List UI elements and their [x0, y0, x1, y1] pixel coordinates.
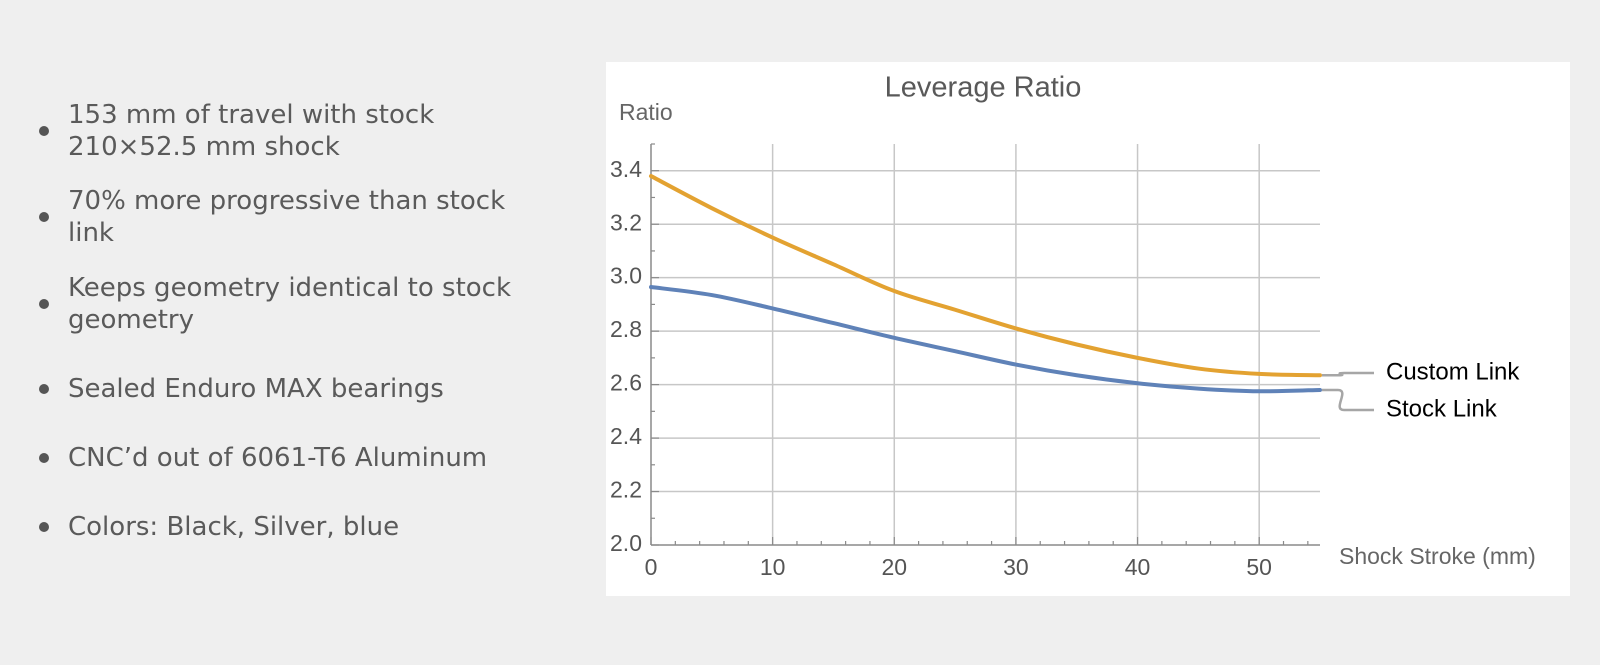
y-tick-label: 2.4 [610, 423, 642, 449]
y-tick-label: 2.2 [610, 477, 642, 503]
bullet-icon [39, 126, 49, 136]
series-layer [649, 174, 1322, 394]
leverage-ratio-chart: 0 10 20 30 40 50 2.0 2.2 2.4 2.6 2.8 3.0 3.2 3.4 Cust… [606, 62, 1570, 596]
feature-text: 70% more progressive than stock link [68, 186, 506, 248]
bullet-icon [39, 384, 49, 394]
feature-item: Keeps geometry identical to stock geomet… [30, 272, 590, 336]
axis-layer: 0 10 20 30 40 50 2.0 2.2 2.4 2.6 2.8 3.0 3.2 3.4 [610, 143, 1320, 580]
feature-item: 153 mm of travel with stock 210×52.5 mm … [30, 99, 590, 163]
x-axis-label: Shock Stroke (mm) [1339, 543, 1536, 569]
feature-text: Sealed Enduro MAX bearings [68, 374, 444, 404]
feature-text: Keeps geometry identical to stock geomet… [68, 273, 512, 335]
stock-link-series-line [649, 285, 1322, 394]
bullet-icon [39, 453, 49, 463]
y-tick-label: 2.0 [610, 530, 642, 556]
y-tick-label: 2.6 [610, 370, 642, 396]
stock-link-legend-connector [1322, 388, 1374, 412]
y-tick-label: 2.8 [610, 316, 642, 342]
x-tick-label: 40 [1125, 554, 1151, 580]
custom-link-legend-label: Custom Link [1386, 358, 1520, 385]
bullet-icon [39, 522, 49, 532]
x-tick-label: 0 [645, 554, 658, 580]
x-tick-label: 10 [760, 554, 786, 580]
legend-layer: Custom Link Stock Link [1322, 358, 1520, 422]
feature-text: Colors: Black, Silver, blue [68, 512, 400, 542]
feature-item: CNC’d out of 6061-T6 Aluminum [30, 442, 590, 474]
bullet-icon [39, 299, 49, 309]
stock-link-legend-label: Stock Link [1386, 395, 1498, 422]
feature-item: 70% more progressive than stock link [30, 185, 590, 249]
y-tick-label: 3.2 [610, 209, 642, 235]
chart-title: Leverage Ratio [885, 72, 1082, 104]
x-tick-label: 20 [881, 554, 907, 580]
feature-item: Colors: Black, Silver, blue [30, 511, 590, 543]
feature-text: CNC’d out of 6061-T6 Aluminum [68, 443, 488, 473]
bullet-icon [39, 212, 49, 222]
x-tick-label: 50 [1246, 554, 1272, 580]
x-tick-label: 30 [1003, 554, 1029, 580]
feature-item: Sealed Enduro MAX bearings [30, 373, 590, 405]
y-tick-label: 3.4 [610, 156, 642, 182]
grid-layer [651, 144, 1320, 545]
custom-link-legend-connector [1322, 371, 1374, 377]
custom-link-series-line [649, 174, 1322, 378]
feature-text: 153 mm of travel with stock 210×52.5 mm … [68, 100, 435, 162]
y-tick-label: 3.0 [610, 263, 642, 289]
y-axis-label: Ratio [619, 99, 673, 125]
chart-svg: 0 10 20 30 40 50 2.0 2.2 2.4 2.6 2.8 3.0 3.2 3.4 Cust… [610, 72, 1536, 580]
